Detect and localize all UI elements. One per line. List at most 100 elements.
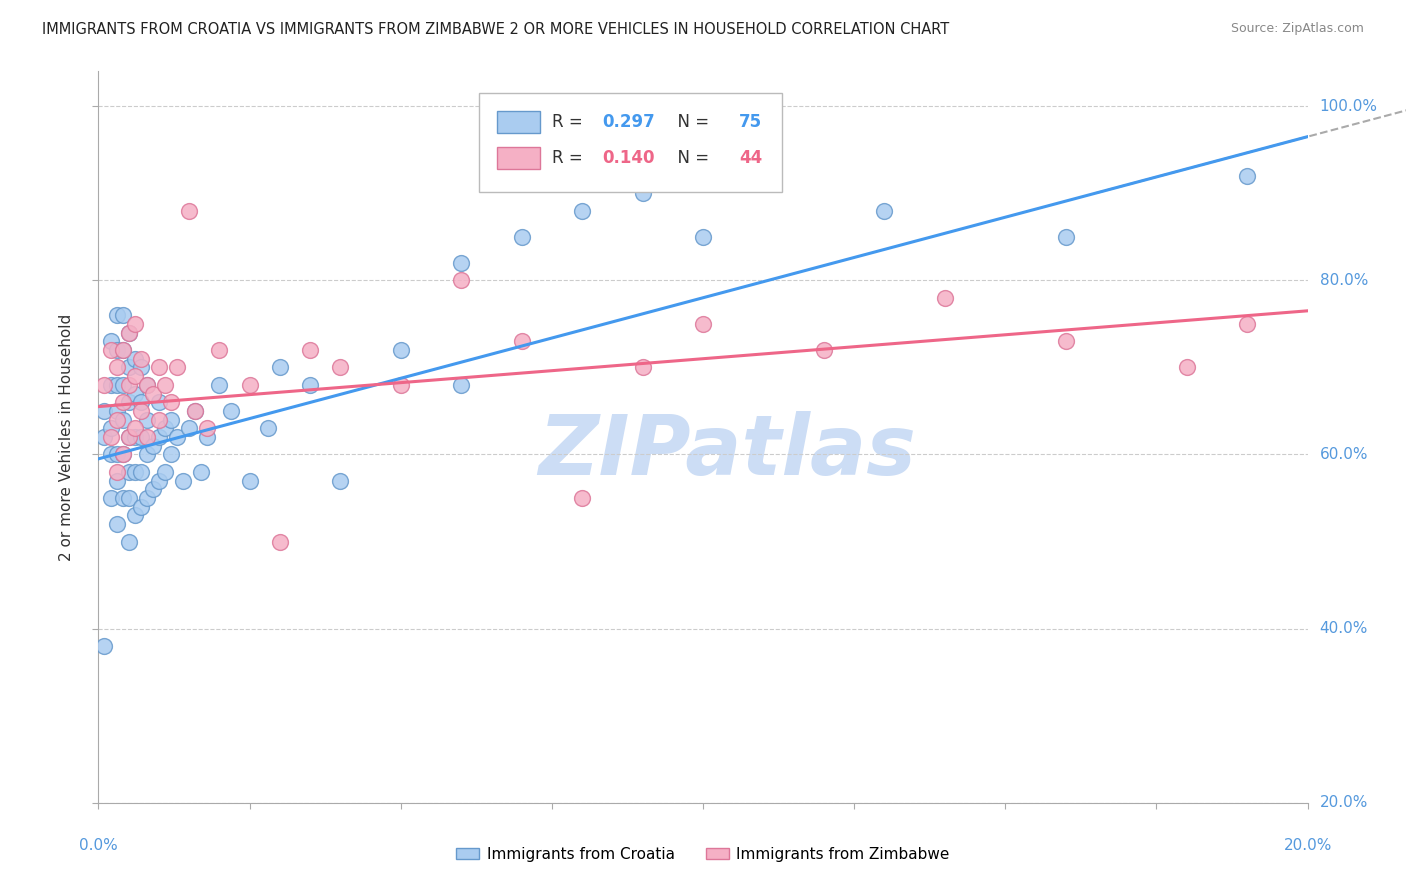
Point — [389, 343, 412, 357]
Point — [153, 465, 176, 479]
Point — [118, 326, 141, 340]
Point — [389, 377, 412, 392]
Point — [166, 360, 188, 375]
Point — [100, 491, 122, 505]
Point — [111, 343, 134, 357]
Text: 20.0%: 20.0% — [1320, 796, 1368, 810]
Point — [142, 483, 165, 497]
Point — [153, 377, 176, 392]
Point — [329, 474, 352, 488]
Point — [124, 421, 146, 435]
Point — [105, 377, 128, 392]
Text: R =: R = — [551, 112, 588, 131]
Point — [111, 491, 134, 505]
Point — [100, 421, 122, 435]
Point — [129, 360, 152, 375]
Point — [153, 421, 176, 435]
Point — [124, 351, 146, 366]
Point — [105, 412, 128, 426]
Point — [184, 404, 207, 418]
Point — [269, 360, 291, 375]
Point — [148, 412, 170, 426]
Point — [221, 404, 243, 418]
Point — [129, 500, 152, 514]
Point — [124, 386, 146, 401]
Point — [1236, 169, 1258, 183]
Point — [179, 421, 201, 435]
Point — [105, 474, 128, 488]
Point — [118, 395, 141, 409]
Point — [111, 343, 134, 357]
Text: IMMIGRANTS FROM CROATIA VS IMMIGRANTS FROM ZIMBABWE 2 OR MORE VEHICLES IN HOUSEH: IMMIGRANTS FROM CROATIA VS IMMIGRANTS FR… — [42, 22, 949, 37]
Point — [118, 360, 141, 375]
Text: 75: 75 — [740, 112, 762, 131]
Point — [510, 334, 533, 349]
Point — [1175, 360, 1198, 375]
Text: N =: N = — [666, 149, 714, 168]
Point — [299, 377, 322, 392]
Text: 40.0%: 40.0% — [1320, 621, 1368, 636]
Text: 0.297: 0.297 — [603, 112, 655, 131]
Point — [124, 508, 146, 523]
Point — [124, 465, 146, 479]
Point — [93, 377, 115, 392]
Point — [129, 351, 152, 366]
Text: ZIPatlas: ZIPatlas — [538, 411, 917, 492]
Point — [631, 186, 654, 201]
Point — [450, 256, 472, 270]
Point — [873, 203, 896, 218]
Point — [208, 377, 231, 392]
Point — [135, 448, 157, 462]
Point — [118, 430, 141, 444]
Point — [129, 430, 152, 444]
Point — [105, 308, 128, 322]
Point — [135, 430, 157, 444]
Point — [100, 377, 122, 392]
Point — [111, 395, 134, 409]
Point — [135, 377, 157, 392]
Point — [571, 491, 593, 505]
Point — [129, 465, 152, 479]
Point — [195, 421, 218, 435]
Point — [184, 404, 207, 418]
Point — [450, 273, 472, 287]
Point — [571, 203, 593, 218]
Point — [105, 517, 128, 532]
Text: 100.0%: 100.0% — [1320, 99, 1378, 113]
Point — [450, 377, 472, 392]
Point — [148, 430, 170, 444]
Point — [631, 360, 654, 375]
Point — [100, 430, 122, 444]
Point — [239, 474, 262, 488]
Point — [148, 474, 170, 488]
Point — [105, 360, 128, 375]
Point — [142, 439, 165, 453]
Text: 20.0%: 20.0% — [1284, 838, 1331, 853]
Point — [129, 404, 152, 418]
Point — [124, 430, 146, 444]
FancyBboxPatch shape — [479, 94, 782, 192]
Point — [129, 395, 152, 409]
Point — [105, 448, 128, 462]
Point — [510, 229, 533, 244]
Point — [118, 465, 141, 479]
Point — [160, 395, 183, 409]
Point — [135, 377, 157, 392]
Point — [160, 412, 183, 426]
Point — [100, 448, 122, 462]
Point — [752, 169, 775, 183]
Text: 0.0%: 0.0% — [79, 838, 118, 853]
Text: 60.0%: 60.0% — [1320, 447, 1368, 462]
FancyBboxPatch shape — [498, 111, 540, 133]
Point — [1054, 229, 1077, 244]
Point — [105, 404, 128, 418]
Point — [93, 404, 115, 418]
Point — [329, 360, 352, 375]
Point — [100, 343, 122, 357]
Point — [93, 639, 115, 653]
Point — [1054, 334, 1077, 349]
Point — [118, 491, 141, 505]
Point — [299, 343, 322, 357]
Point — [179, 203, 201, 218]
Point — [172, 474, 194, 488]
